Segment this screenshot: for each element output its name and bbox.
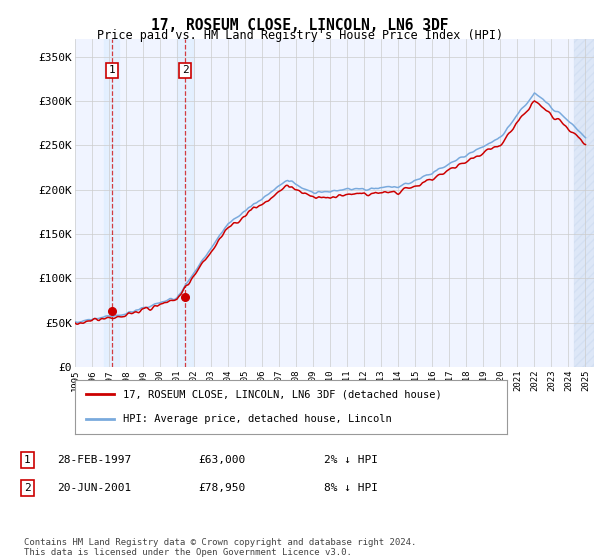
Text: 2: 2 [182,66,188,76]
Text: 8% ↓ HPI: 8% ↓ HPI [324,483,378,493]
Text: 2% ↓ HPI: 2% ↓ HPI [324,455,378,465]
Text: Price paid vs. HM Land Registry's House Price Index (HPI): Price paid vs. HM Land Registry's House … [97,29,503,42]
Text: 17, ROSEUM CLOSE, LINCOLN, LN6 3DF: 17, ROSEUM CLOSE, LINCOLN, LN6 3DF [151,18,449,33]
Text: 2: 2 [24,483,31,493]
Text: 20-JUN-2001: 20-JUN-2001 [57,483,131,493]
Text: £63,000: £63,000 [198,455,245,465]
Bar [104,39,119,367]
Text: Contains HM Land Registry data © Crown copyright and database right 2024.
This d: Contains HM Land Registry data © Crown c… [24,538,416,557]
Bar [178,39,193,367]
Text: 28-FEB-1997: 28-FEB-1997 [57,455,131,465]
Text: 1: 1 [109,66,115,76]
Bar [574,39,594,367]
Text: 17, ROSEUM CLOSE, LINCOLN, LN6 3DF (detached house): 17, ROSEUM CLOSE, LINCOLN, LN6 3DF (deta… [122,389,441,399]
Text: £78,950: £78,950 [198,483,245,493]
Text: HPI: Average price, detached house, Lincoln: HPI: Average price, detached house, Linc… [122,414,391,424]
Text: 1: 1 [24,455,31,465]
